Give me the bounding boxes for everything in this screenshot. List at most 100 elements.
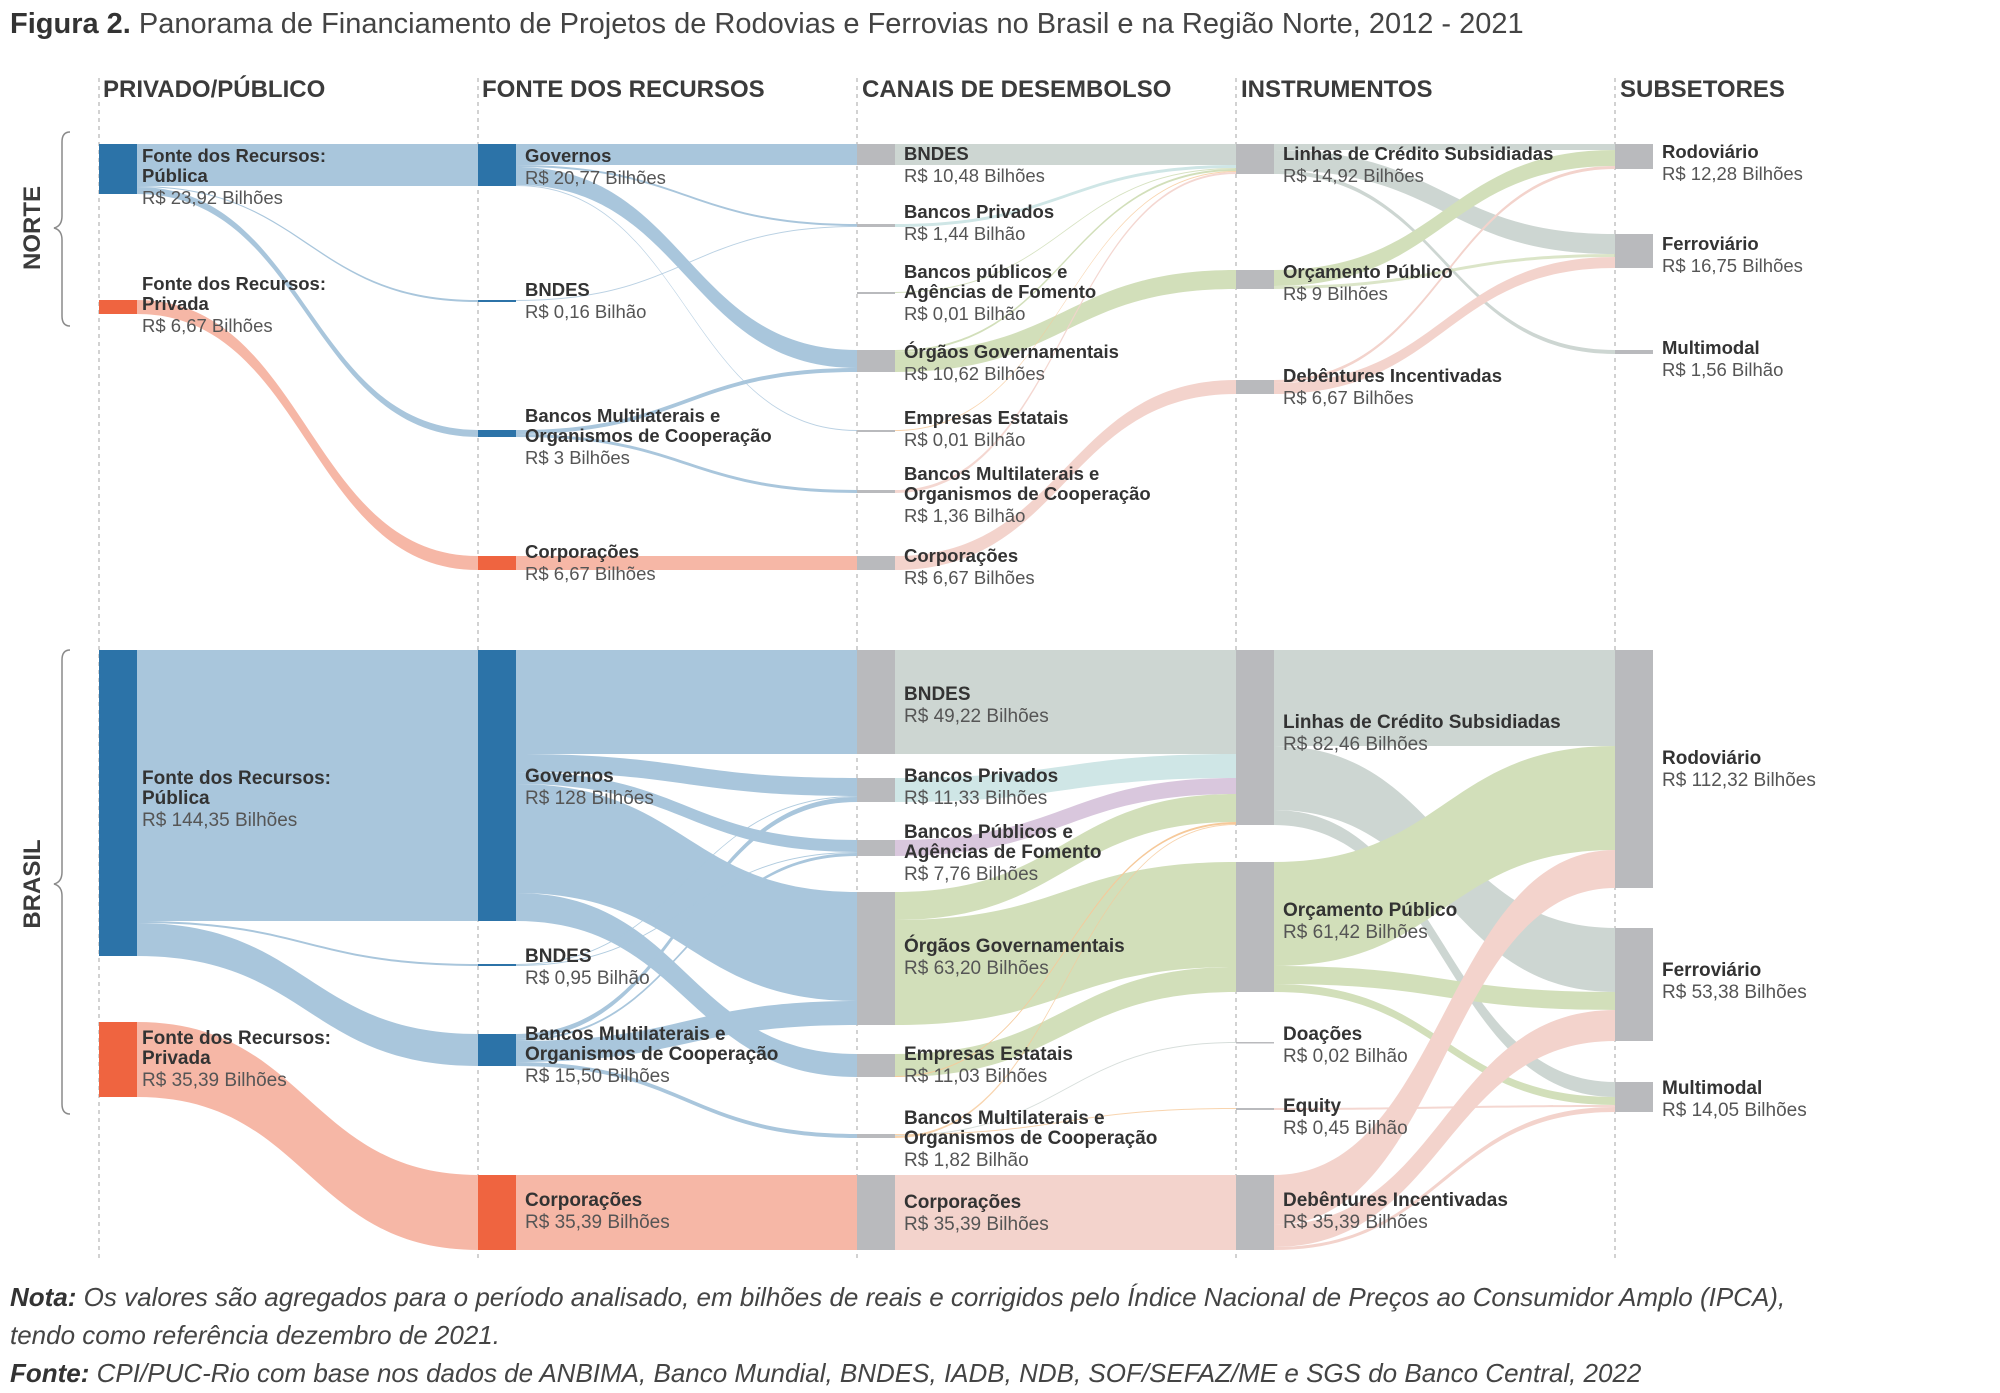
column-header-subsetores: SUBSETORES <box>1620 76 1785 103</box>
flow-link-b_gov-to-b_bndes <box>516 650 857 754</box>
flow-link-n_gov-to-n_bndes <box>516 144 857 165</box>
flow-link-b_multi_src-to-b_org <box>516 1001 857 1062</box>
flow-link-n_priv-to-n_corp_src <box>137 300 478 570</box>
node-label-n_multi_src: Bancos Multilaterais e <box>525 405 720 426</box>
node-b_multi_src <box>478 1034 516 1066</box>
flow-link-b_pub-to-b_gov <box>137 650 478 921</box>
node-value-n_corp_src: R$ 6,67 Bilhões <box>525 563 656 584</box>
flow-link-n_pub-to-n_gov <box>137 144 478 186</box>
node-label-b_pub: Fonte dos Recursos: <box>142 768 331 789</box>
flow-link-b_gov-to-b_org <box>516 784 857 1001</box>
node-value-n_bndes: R$ 10,48 Bilhões <box>904 165 1045 186</box>
flow-link-b_pub-to-b_bndes_src <box>137 921 478 966</box>
node-value-b_bpub: R$ 7,76 Bilhões <box>904 864 1038 885</box>
flow-link-b_multi_src-to-b_bpriv <box>516 797 857 1039</box>
node-n_bpub <box>857 292 895 294</box>
node-label-b_multi_src: Bancos Multilaterais e <box>525 1024 726 1045</box>
node-b_mm <box>1615 1082 1653 1112</box>
node-label-b_deb: Debêntures Incentivadas <box>1283 1190 1508 1211</box>
figure-number: Figura 2. <box>10 8 131 40</box>
node-label-b_bpub: Bancos Públicos e <box>904 822 1073 843</box>
flow-link-n_org-to-n_orc <box>895 270 1236 372</box>
sankey-nodes <box>99 144 1653 1250</box>
flow-link-b_multi_src-to-b_bpub <box>516 853 857 1041</box>
brasil-brace <box>53 649 71 1115</box>
figure-title: Figura 2. Panorama de Financiamento de P… <box>10 8 1524 41</box>
flow-link-n_bpub-to-n_linhas <box>895 168 1236 293</box>
node-label-n_bndes: BNDES <box>904 143 969 164</box>
node-b_corp_src <box>478 1175 516 1250</box>
norte-brace <box>53 131 71 327</box>
node-b_bpriv <box>857 778 895 802</box>
node-value-b_multi_src: R$ 15,50 Bilhões <box>525 1066 670 1087</box>
node-value-n_pub: R$ 23,92 Bilhões <box>142 187 283 208</box>
node-b_multi <box>857 1134 895 1138</box>
flow-link-b_gov-to-b_est <box>516 893 857 1077</box>
node-value-n_linhas: R$ 14,92 Bilhões <box>1283 165 1424 186</box>
node-b_orc <box>1236 862 1274 992</box>
node-n_multi_src <box>478 430 516 437</box>
node-label-b_org: Órgãos Governamentais <box>904 935 1125 957</box>
fonte-text: CPI/PUC-Rio com base nos dados de ANBIMA… <box>96 1358 1642 1388</box>
node-label-b_bpriv: Bancos Privados <box>904 766 1058 787</box>
flow-link-n_bndes-to-n_linhas <box>895 144 1236 165</box>
flow-link-n_gov-to-n_org <box>516 167 857 368</box>
node-value-n_org: R$ 10,62 Bilhões <box>904 363 1045 384</box>
node-value-b_est: R$ 11,03 Bilhões <box>904 1066 1047 1087</box>
node-value-n_rod: R$ 12,28 Bilhões <box>1662 163 1803 184</box>
node-label-n_multi_src: Organismos de Cooperação <box>525 425 772 446</box>
node-label-b_priv: Privada <box>142 1048 211 1069</box>
flow-link-b_corp_src-to-b_corp <box>516 1175 857 1250</box>
group-label-norte: NORTE <box>19 186 46 270</box>
flow-link-n_linhas-to-n_rod <box>1274 144 1615 150</box>
node-value-b_linhas: R$ 82,46 Bilhões <box>1283 734 1428 755</box>
nota-label: Nota: <box>10 1282 77 1312</box>
node-b_bpub <box>857 840 895 856</box>
node-label-n_corp: Corporações <box>904 545 1018 566</box>
flow-link-b_bndes_src-to-b_bpub <box>516 852 857 966</box>
node-n_fer <box>1615 234 1653 268</box>
node-label-b_mm: Multimodal <box>1662 1078 1762 1099</box>
node-value-b_priv: R$ 35,39 Bilhões <box>142 1070 287 1091</box>
node-b_est <box>857 1054 895 1077</box>
flow-link-b_orc-to-b_fer <box>1274 966 1615 1010</box>
node-label-n_mm: Multimodal <box>1662 337 1760 358</box>
column-header-instrumentos: INSTRUMENTOS <box>1241 76 1433 103</box>
node-value-b_corp_src: R$ 35,39 Bilhões <box>525 1212 670 1233</box>
node-value-b_bndes: R$ 49,22 Bilhões <box>904 706 1049 727</box>
flow-link-n_bpriv-to-n_linhas <box>895 165 1236 227</box>
node-value-n_multi_src: R$ 3 Bilhões <box>525 447 630 468</box>
node-label-b_fer: Ferroviário <box>1662 960 1761 981</box>
flow-link-b_org-to-b_linhas <box>895 794 1236 920</box>
node-value-b_bpriv: R$ 11,33 Bilhões <box>904 788 1047 809</box>
flow-link-b_deb-to-b_fer <box>1274 1010 1615 1247</box>
node-value-b_org: R$ 63,20 Bilhões <box>904 958 1049 979</box>
node-n_bndes_src <box>478 300 516 302</box>
flow-link-b_org-to-b_orc <box>895 862 1236 1025</box>
column-header-fonte-dos-recursos: FONTE DOS RECURSOS <box>482 76 765 103</box>
node-n_org <box>857 350 895 372</box>
flow-link-b_gov-to-b_bpriv <box>516 754 857 796</box>
node-label-n_pub: Fonte dos Recursos: <box>142 145 326 166</box>
flow-link-n_linhas-to-n_mm <box>1274 170 1615 354</box>
node-b_corp <box>857 1175 895 1250</box>
group-label-brasil: BRASIL <box>19 839 46 928</box>
node-b_bndes_src <box>478 964 516 966</box>
node-value-n_corp: R$ 6,67 Bilhões <box>904 567 1035 588</box>
node-label-b_bndes_src: BNDES <box>525 946 592 967</box>
flow-link-b_linhas-to-b_mm <box>1274 810 1615 1097</box>
node-label-b_corp: Corporações <box>904 1192 1021 1213</box>
node-label-n_corp_src: Corporações <box>525 541 639 562</box>
node-n_rod <box>1615 144 1653 169</box>
flow-link-n_orc-to-n_rod <box>1274 150 1615 286</box>
flow-link-b_priv-to-b_corp_src <box>137 1022 478 1250</box>
node-label-n_multi: Bancos Multilaterais e <box>904 463 1099 484</box>
flow-link-b_bpub-to-b_linhas <box>895 778 1236 856</box>
node-label-n_rod: Rodoviário <box>1662 141 1759 162</box>
node-b_doa <box>1236 1042 1274 1044</box>
flow-link-b_gov-to-b_bpub <box>516 772 857 852</box>
node-value-b_bndes_src: R$ 0,95 Bilhão <box>525 968 650 989</box>
node-label-b_orc: Orçamento Público <box>1283 900 1457 921</box>
node-n_gov <box>478 144 516 186</box>
